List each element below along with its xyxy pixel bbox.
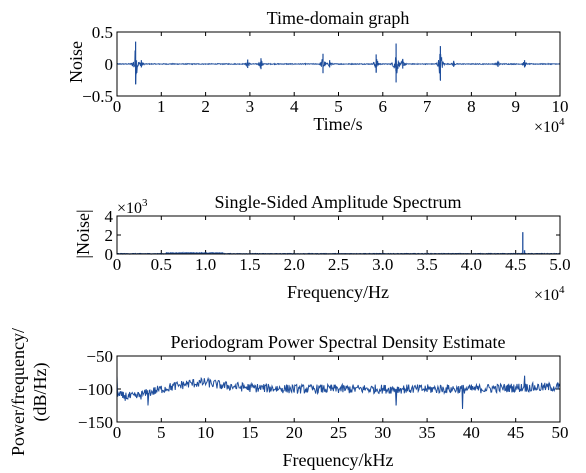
y-tick-label: 2 [105, 226, 114, 245]
panel-2-y-multiplier: ×103 [117, 197, 148, 217]
panel-3-ylabel-group: Power/frequency/ (dB/Hz) [8, 328, 51, 456]
y-tick-label: −100 [78, 380, 113, 399]
x-tick-label: 5 [157, 423, 166, 442]
panel-2-title: Single-Sided Amplitude Spectrum [215, 192, 462, 212]
x-tick-label: 2.0 [284, 255, 305, 274]
panel-3-axes-box [116, 355, 561, 423]
x-tick-label: 30 [374, 423, 391, 442]
panel-2-xlabel: Frequency/Hz [287, 282, 389, 302]
panel-1-plot [116, 41, 560, 85]
y-tick-label: 0 [105, 55, 114, 74]
panel-1-ylabel-group: Noise [66, 41, 86, 83]
x-tick-label: 2.5 [328, 255, 349, 274]
x-tick-label: 5 [334, 97, 343, 116]
panel-3-xlabel: Frequency/kHz [283, 450, 394, 470]
panel-3-ticks: 0 5 10 15 20 25 30 35 40 45 50 −50 −100 −150 [78, 347, 569, 442]
panel-2-x-multiplier: ×104 [534, 284, 565, 304]
x-tick-label: 6 [379, 97, 388, 116]
x-tick-label: 8 [467, 97, 476, 116]
y-tick-label: 4 [105, 207, 114, 226]
panel-amplitude-spectrum: Single-Sided Amplitude Spectrum ×103 |No… [73, 192, 571, 304]
x-tick-label: 45 [507, 423, 524, 442]
panel-3-ylabel-line-2: (dB/Hz) [30, 363, 51, 422]
y-tick-label: −0.5 [82, 87, 113, 106]
psd-trace [116, 375, 561, 409]
x-tick-label: 1.5 [239, 255, 260, 274]
panel-2-ylabel: |Noise| [73, 209, 93, 258]
panel-2-ylabel-group: |Noise| [73, 209, 93, 258]
panel-1-ticks: 0 1 2 3 4 5 6 7 8 9 100.50−0.5 [82, 23, 568, 116]
x-tick-label: 35 [419, 423, 436, 442]
x-tick-label: 0 [113, 97, 122, 116]
x-tick-label: 50 [552, 423, 569, 442]
panel-1-ylabel: Noise [66, 41, 86, 83]
x-tick-label: 25 [330, 423, 347, 442]
x-tick-label: 0 [113, 255, 122, 274]
x-tick-label: 1 [157, 97, 166, 116]
y-tick-label: −50 [86, 347, 113, 366]
panel-1-axes-box [116, 31, 561, 97]
x-tick-label: 4.5 [505, 255, 526, 274]
x-tick-label: 10 [197, 423, 214, 442]
noise-trace [116, 50, 560, 85]
panel-1-title: Time-domain graph [267, 8, 410, 28]
x-tick-label: 15 [241, 423, 258, 442]
x-tick-label: 1.0 [195, 255, 216, 274]
x-tick-label: 2 [201, 97, 210, 116]
y-tick-label: −150 [78, 413, 113, 432]
x-tick-label: 20 [286, 423, 303, 442]
x-tick-label: 5.0 [549, 255, 570, 274]
panel-3-ylabel-line-1: Power/frequency/ [8, 328, 28, 456]
panel-2-axes-box [116, 215, 561, 255]
x-tick-label: 10 [552, 97, 569, 116]
panel-3-title: Periodogram Power Spectral Density Estim… [171, 332, 506, 352]
x-tick-label: 4 [290, 97, 299, 116]
x-tick-label: 7 [423, 97, 432, 116]
x-tick-label: 0 [113, 423, 122, 442]
x-tick-label: 3 [246, 97, 255, 116]
x-tick-label: 3.5 [416, 255, 437, 274]
y-tick-label: 0 [105, 245, 114, 264]
panel-1-x-multiplier: ×104 [534, 116, 565, 136]
x-tick-label: 9 [511, 97, 520, 116]
panel-time-domain: Time-domain graph Noise Time/s ×104 0 1 2 3… [66, 8, 569, 136]
x-tick-label: 40 [463, 423, 480, 442]
x-tick-label: 0.5 [151, 255, 172, 274]
panel-periodogram: Periodogram Power Spectral Density Estim… [8, 328, 569, 470]
panel-1-xlabel: Time/s [313, 114, 362, 134]
x-tick-label: 3.0 [372, 255, 393, 274]
panel-3-plot [116, 375, 561, 409]
x-tick-label: 4.0 [461, 255, 482, 274]
y-tick-label: 0.5 [92, 23, 113, 42]
